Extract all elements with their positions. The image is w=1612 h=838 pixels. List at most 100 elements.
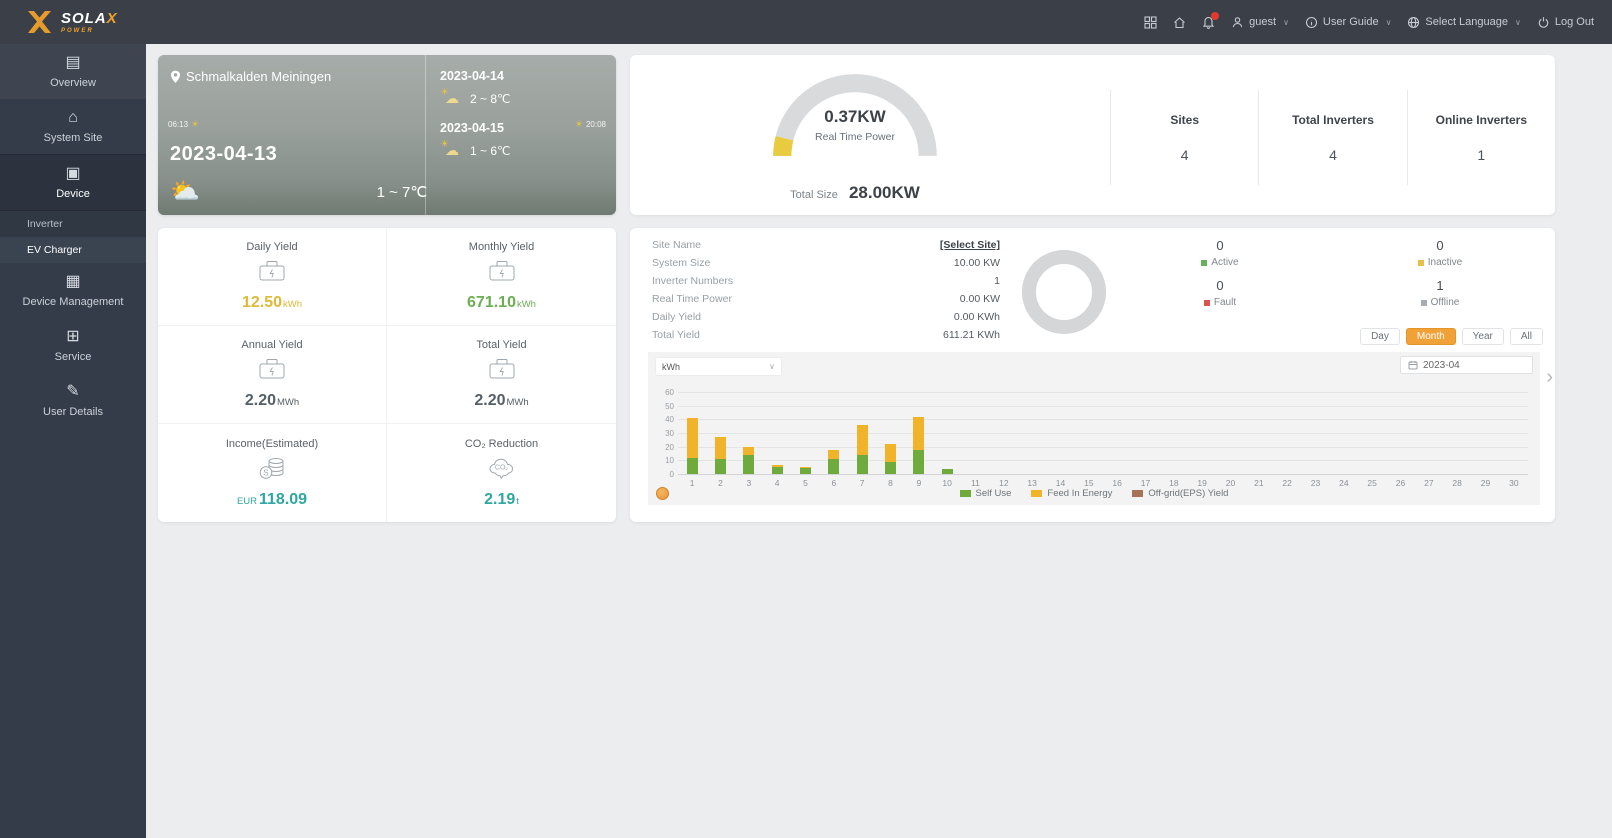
- unit-select[interactable]: kWh ∨: [656, 358, 781, 375]
- site-row-total-yield: Total Yield 611.21 KWh: [652, 326, 1000, 344]
- home-icon[interactable]: [1173, 16, 1186, 29]
- apps-icon[interactable]: [1144, 15, 1157, 29]
- sidebar-subitem-ev-charger[interactable]: EV Charger: [0, 237, 146, 263]
- notification-bell-icon[interactable]: [1202, 11, 1220, 29]
- range-button-day[interactable]: Day: [1360, 328, 1400, 345]
- x-axis-tick: 19: [1197, 478, 1207, 488]
- notification-badge: [1211, 11, 1220, 20]
- sidebar-item-label: User Details: [43, 406, 103, 418]
- bar-day-5[interactable]: [800, 467, 811, 474]
- status-dot: [1420, 299, 1427, 306]
- stat-value: 1: [1477, 146, 1486, 163]
- x-axis-tick: 27: [1424, 478, 1434, 488]
- gridline: [678, 392, 1528, 393]
- yield-unit: MWh: [506, 397, 529, 408]
- range-button-year[interactable]: Year: [1461, 328, 1504, 345]
- globe-icon: [1408, 16, 1420, 28]
- site-row-label: Inverter Numbers: [652, 275, 734, 287]
- bar-day-2[interactable]: [715, 437, 726, 474]
- yield-value: 2.20MWh: [244, 392, 300, 409]
- bar-segment-feed-in-energy: [743, 447, 755, 455]
- x-axis-tick: 15: [1084, 478, 1094, 488]
- status-text: Active: [1211, 257, 1239, 268]
- yield-card-income-estimated-: Income(Estimated) S EUR 118.09: [158, 424, 387, 522]
- coins-icon: S: [257, 455, 287, 486]
- total-size-value: 28.00KW: [848, 183, 920, 202]
- status-value: 1: [1436, 278, 1444, 293]
- sidebar-item-label: System Site: [43, 132, 103, 144]
- brand-name: SOLAX POWER: [61, 9, 118, 34]
- bar-day-6[interactable]: [828, 450, 840, 474]
- x-axis-tick: 28: [1452, 478, 1462, 488]
- sidebar-item-user-details[interactable]: ✎ User Details: [0, 373, 146, 428]
- x-axis-tick: 14: [1055, 478, 1066, 488]
- status-text: Inactive: [1427, 257, 1463, 268]
- x-axis-tick: 1: [689, 478, 695, 488]
- bar-day-9[interactable]: [913, 416, 925, 474]
- status-value: 0: [1216, 238, 1224, 253]
- x-axis-tick: 23: [1310, 478, 1321, 488]
- date-picker[interactable]: 2023-04: [1400, 356, 1533, 374]
- user-guide-menu[interactable]: User Guide ∨: [1305, 16, 1392, 29]
- bar-day-10[interactable]: [941, 468, 953, 474]
- floating-action-button[interactable]: [656, 487, 669, 500]
- x-axis-tick: 24: [1339, 478, 1349, 488]
- yield-unit: MWh: [276, 397, 300, 408]
- site-row-value: 1: [994, 275, 1000, 287]
- yield-label: Daily Yield: [246, 241, 298, 253]
- range-button-month[interactable]: Month: [1405, 328, 1456, 345]
- bar-day-8[interactable]: [885, 443, 896, 474]
- yield-value: 12.50kWh: [241, 294, 303, 311]
- language-menu[interactable]: Select Language ∨: [1407, 16, 1521, 29]
- weather-location: Schmalkalden Meiningen: [186, 69, 332, 84]
- chart-legend: Self Use Feed In Energy Off-grid(EPS) Yiel…: [648, 488, 1540, 499]
- user-menu[interactable]: guest ∨: [1231, 16, 1289, 29]
- x-axis-tick: 4: [774, 478, 780, 488]
- status-label: Fault: [1203, 297, 1236, 308]
- y-axis-tick: 40: [665, 415, 674, 425]
- x-axis-tick: 13: [1027, 478, 1037, 488]
- forecast-temp: 2 ~ 8℃: [470, 92, 511, 106]
- bar-day-3[interactable]: [743, 447, 755, 474]
- stat-label: Online Inverters: [1435, 112, 1527, 127]
- y-axis-tick: 50: [665, 401, 674, 411]
- sunrise-time: 06:13: [168, 120, 189, 129]
- chevron-down-icon: ∨: [1385, 17, 1392, 27]
- real-time-power-gauge: [760, 65, 950, 165]
- yield-label: CO₂ Reduction: [464, 437, 539, 450]
- chevron-right-icon[interactable]: ›: [1546, 366, 1553, 388]
- logout-button[interactable]: Log Out: [1537, 16, 1594, 29]
- x-axis-tick: 9: [916, 478, 922, 488]
- stat-label: Sites: [1170, 112, 1199, 127]
- legend-off-grid-eps-yield: Off-grid(EPS) Yield: [1132, 488, 1228, 499]
- yield-card-co-reduction: CO₂ Reduction CO₂ 2.19t: [387, 424, 616, 522]
- status-fault: 0 Fault: [1110, 278, 1330, 308]
- battery-icon: [487, 356, 517, 387]
- battery-icon: [257, 258, 287, 289]
- x-axis-tick: 20: [1225, 478, 1236, 488]
- site-row-value: 0.00 KW: [959, 293, 1000, 305]
- brand-logo[interactable]: SOLAX POWER: [26, 10, 118, 34]
- site-row-inverter-numbers: Inverter Numbers 1: [652, 272, 1000, 290]
- logout-label: Log Out: [1554, 16, 1594, 28]
- sidebar-item-service[interactable]: ⊞ Service: [0, 318, 146, 373]
- bar-day-4[interactable]: [771, 465, 783, 474]
- sidebar-item-system-site[interactable]: ⌂ System Site: [0, 99, 146, 154]
- bar-segment-feed-in-energy: [686, 417, 698, 459]
- sidebar-subitem-inverter[interactable]: Inverter: [0, 211, 146, 237]
- yield-summary-card: Daily Yield 12.50kWh Monthly Yield 671.10kW…: [158, 228, 616, 522]
- bar-day-1[interactable]: [686, 417, 698, 474]
- site-row-system-size: System Size 10.00 KW: [652, 254, 1000, 272]
- bar-day-7[interactable]: [856, 424, 868, 474]
- date-picker-value: 2023-04: [1423, 359, 1460, 371]
- sidebar-item-overview[interactable]: ▤ Overview: [0, 44, 146, 99]
- select-site-link[interactable]: [Select Site]: [939, 239, 1000, 251]
- sidebar-item-device[interactable]: ▣ Device: [0, 154, 146, 211]
- range-button-all[interactable]: All: [1509, 328, 1543, 345]
- yield-card-monthly-yield: Monthly Yield 671.10kWh: [387, 228, 616, 326]
- status-dot: [1201, 259, 1208, 266]
- x-axis-tick: 11: [971, 478, 980, 488]
- gridline: [678, 433, 1528, 434]
- sidebar-item-device-management[interactable]: ▦ Device Management: [0, 263, 146, 318]
- site-row-value: 0.00 KWh: [953, 311, 1000, 323]
